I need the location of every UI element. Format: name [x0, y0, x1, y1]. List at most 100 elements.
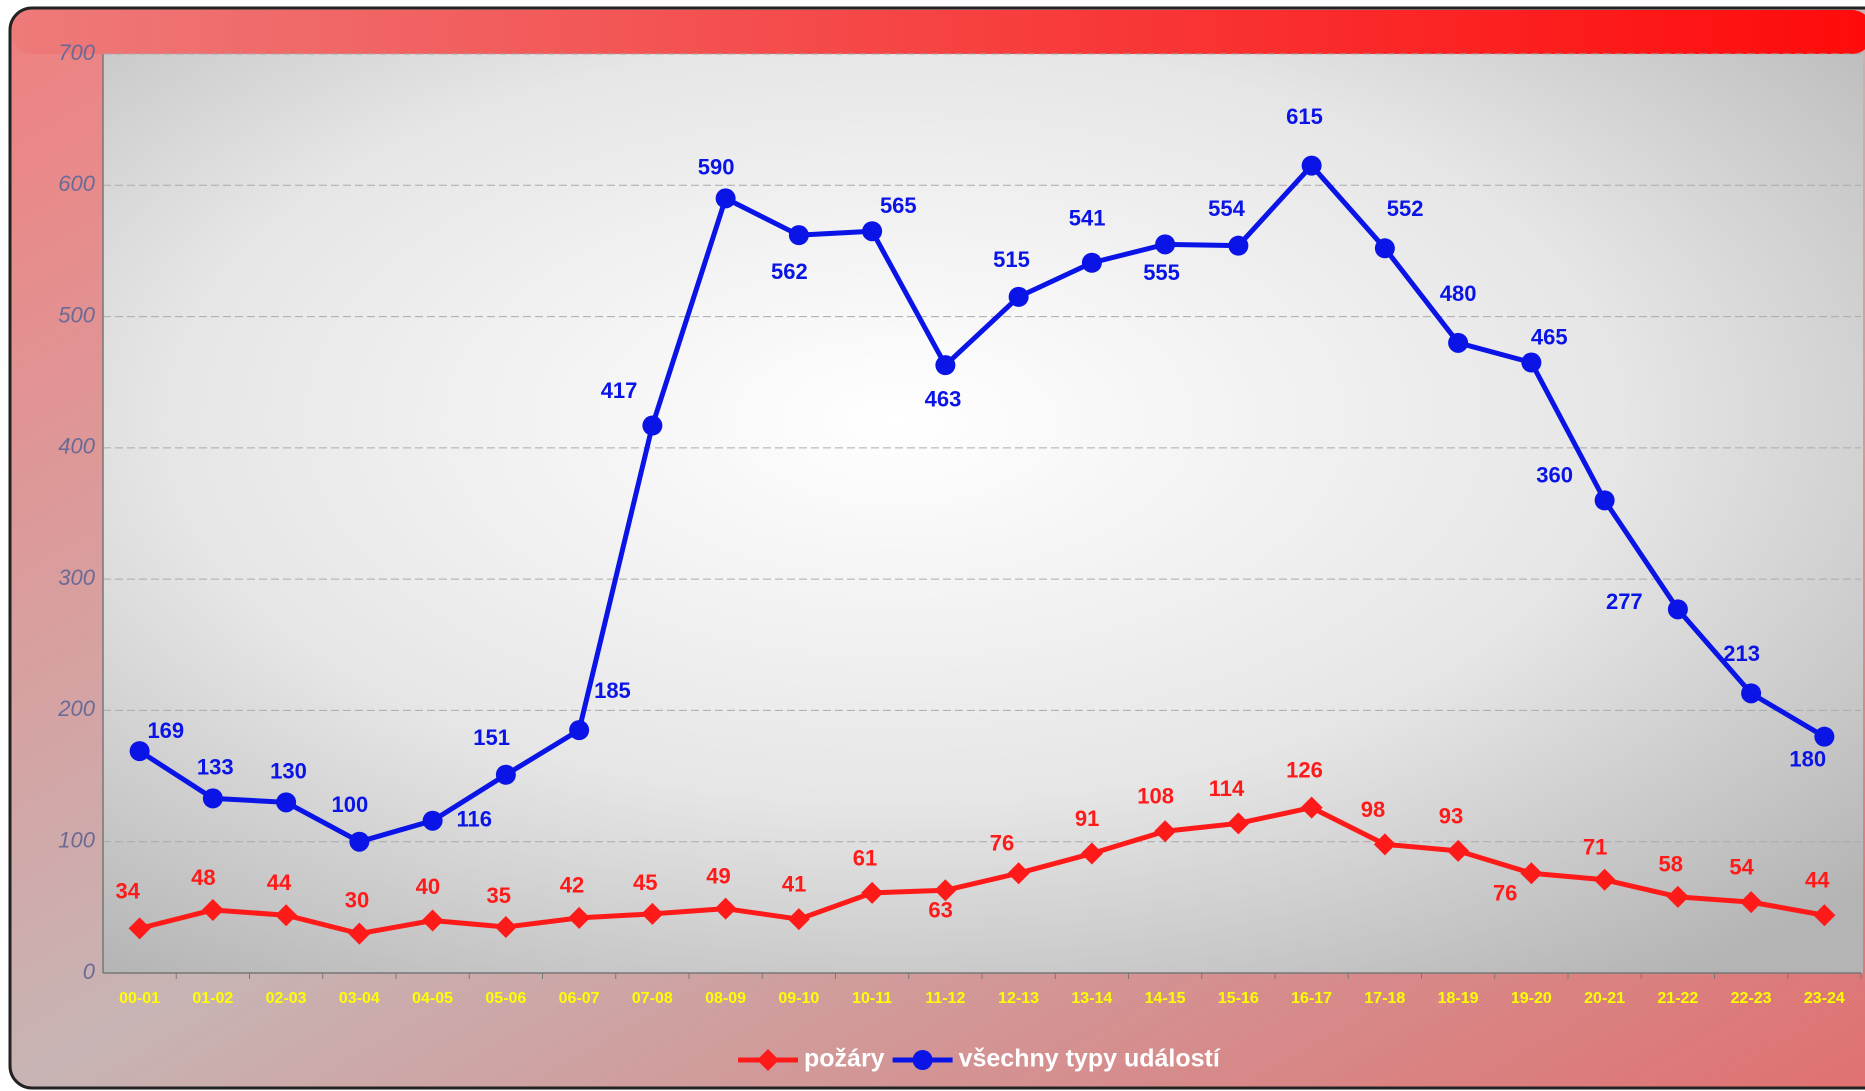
- data-label: 554: [1208, 196, 1245, 221]
- data-label: 41: [782, 872, 806, 897]
- data-label: 555: [1143, 260, 1180, 285]
- point: [1301, 155, 1322, 176]
- data-label: 45: [633, 870, 657, 895]
- data-label: 360: [1536, 462, 1573, 487]
- point: [1373, 833, 1396, 856]
- point: [641, 902, 664, 925]
- point: [1081, 252, 1102, 273]
- data-label: 562: [771, 259, 808, 284]
- data-label: 76: [1493, 880, 1517, 905]
- x-tick-label: 06-07: [559, 990, 600, 1007]
- point: [1007, 862, 1030, 885]
- data-label: 126: [1286, 758, 1323, 783]
- data-label: 58: [1658, 852, 1682, 877]
- x-tick-label: 23-24: [1804, 990, 1845, 1007]
- data-label: 91: [1075, 806, 1099, 831]
- x-tick-label: 22-23: [1731, 990, 1772, 1007]
- x-tick-label: 00-01: [119, 990, 160, 1007]
- y-tick-label: 600: [58, 171, 95, 196]
- y-tick-label: 500: [58, 302, 95, 327]
- y-tick-label: 200: [57, 696, 95, 721]
- point: [201, 898, 224, 921]
- data-label: 108: [1137, 784, 1174, 809]
- point: [1666, 885, 1689, 908]
- data-label: 44: [267, 870, 292, 895]
- point: [1155, 234, 1176, 255]
- data-label: 417: [601, 378, 638, 403]
- point: [494, 916, 517, 939]
- y-tick-label: 400: [58, 434, 95, 459]
- y-tick-label: 100: [58, 828, 95, 853]
- line: [138, 163, 1826, 845]
- point: [421, 909, 444, 932]
- data-label: 130: [270, 758, 307, 783]
- x-tick-label: 15-16: [1218, 990, 1259, 1007]
- data-label: 213: [1723, 641, 1760, 666]
- point: [1593, 868, 1616, 891]
- data-label: 463: [925, 387, 962, 412]
- plot-area: [103, 54, 1863, 973]
- data-label: 34: [115, 878, 140, 903]
- point: [935, 355, 956, 376]
- data-label: 44: [1805, 868, 1830, 893]
- point: [1448, 332, 1469, 353]
- point: [1741, 683, 1762, 704]
- data-label: 63: [928, 898, 952, 923]
- data-label: 61: [853, 845, 877, 870]
- y-tick-label: 700: [58, 40, 95, 65]
- data-label: 30: [345, 887, 369, 912]
- data-label: 42: [560, 873, 584, 898]
- point: [642, 415, 663, 436]
- point: [1300, 796, 1323, 819]
- legend-label: všechny typy událostí: [959, 1045, 1221, 1073]
- x-tick-label: 21-22: [1657, 990, 1698, 1007]
- point: [495, 764, 516, 785]
- data-label: 71: [1583, 835, 1607, 860]
- x-tick-label: 03-04: [339, 990, 380, 1007]
- data-label: 116: [457, 807, 493, 832]
- point: [715, 188, 736, 209]
- data-label: 180: [1789, 746, 1826, 771]
- x-tick-label: 17-18: [1364, 990, 1405, 1007]
- data-label: 49: [706, 864, 730, 889]
- x-tick-label: 04-05: [412, 990, 453, 1007]
- x-tick-label: 14-15: [1145, 990, 1186, 1007]
- point: [1154, 820, 1177, 843]
- data-label: 615: [1286, 104, 1323, 129]
- point: [1813, 904, 1836, 927]
- point: [862, 221, 883, 242]
- y-tick-label: 300: [58, 565, 95, 590]
- line: [139, 805, 1825, 937]
- data-label: 133: [197, 754, 234, 779]
- data-label: 465: [1531, 325, 1568, 350]
- point: [1374, 238, 1395, 259]
- point: [714, 897, 737, 920]
- data-label: 541: [1069, 206, 1106, 231]
- point: [568, 906, 591, 929]
- data-label: 277: [1606, 589, 1643, 614]
- point: [1008, 286, 1029, 307]
- x-tick-label: 07-08: [632, 990, 673, 1007]
- data-label: 114: [1209, 776, 1245, 801]
- data-label: 565: [880, 193, 917, 218]
- x-tick-label: 08-09: [705, 990, 746, 1007]
- data-label: 93: [1439, 803, 1463, 828]
- x-tick-label: 18-19: [1438, 990, 1479, 1007]
- point: [569, 720, 590, 741]
- data-label: 515: [993, 247, 1030, 272]
- point: [787, 908, 810, 931]
- point: [348, 922, 371, 945]
- point: [1594, 490, 1615, 511]
- point: [788, 225, 809, 246]
- x-tick-label: 19-20: [1511, 990, 1552, 1007]
- point: [128, 917, 151, 940]
- x-tick-label: 11-12: [925, 990, 965, 1007]
- data-label: 151: [473, 725, 510, 750]
- x-tick-label: 12-13: [998, 990, 1039, 1007]
- point: [757, 1049, 779, 1071]
- data-label: 480: [1440, 281, 1477, 306]
- point: [1814, 726, 1835, 747]
- point: [1667, 599, 1688, 620]
- point: [1740, 891, 1763, 914]
- point: [202, 788, 223, 809]
